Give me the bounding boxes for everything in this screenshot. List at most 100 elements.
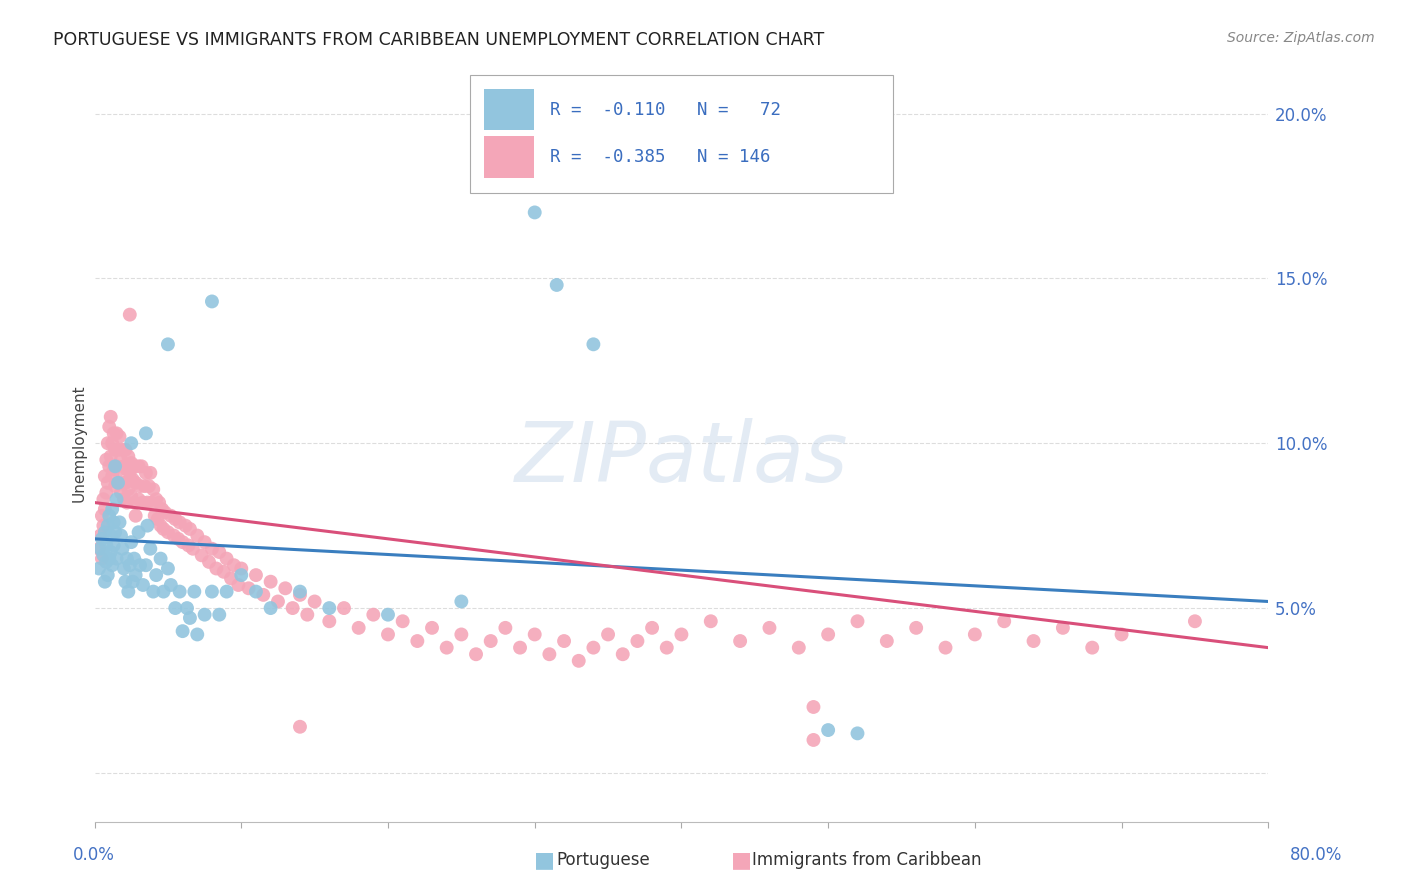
Point — [103, 462, 125, 476]
Point — [112, 459, 135, 474]
Point — [450, 627, 472, 641]
FancyBboxPatch shape — [470, 76, 893, 193]
Point — [238, 582, 260, 596]
Point — [136, 495, 159, 509]
Point — [1052, 621, 1074, 635]
Point — [90, 508, 112, 523]
Point — [259, 601, 281, 615]
Point — [201, 584, 224, 599]
Point — [149, 551, 172, 566]
Point — [494, 621, 516, 635]
Point — [87, 561, 110, 575]
Point — [1081, 640, 1104, 655]
Point — [152, 522, 174, 536]
Point — [129, 479, 152, 493]
Point — [128, 525, 150, 540]
Point — [104, 459, 127, 474]
Point — [89, 541, 111, 556]
Point — [179, 611, 201, 625]
Point — [194, 607, 217, 622]
Point — [89, 528, 111, 542]
Point — [582, 640, 605, 655]
Point — [100, 528, 122, 542]
Point — [134, 479, 156, 493]
Point — [174, 518, 197, 533]
Point — [215, 584, 238, 599]
Point — [993, 614, 1015, 628]
Point — [94, 469, 117, 483]
Point — [110, 452, 132, 467]
Point — [245, 568, 267, 582]
Point — [100, 545, 122, 559]
Point — [98, 508, 121, 523]
Point — [177, 538, 200, 552]
Point — [108, 516, 131, 530]
Point — [98, 459, 121, 474]
Point — [152, 584, 174, 599]
Text: ■: ■ — [534, 850, 555, 870]
Point — [96, 485, 118, 500]
Point — [758, 621, 780, 635]
Point — [523, 627, 546, 641]
Point — [128, 492, 150, 507]
Point — [132, 495, 155, 509]
Point — [94, 502, 117, 516]
Point — [118, 466, 141, 480]
Text: Immigrants from Caribbean: Immigrants from Caribbean — [752, 851, 981, 869]
Point — [297, 607, 319, 622]
Point — [612, 647, 634, 661]
Point — [160, 508, 183, 523]
Point — [121, 574, 143, 589]
Point — [131, 459, 153, 474]
Point — [377, 627, 399, 641]
Point — [100, 409, 122, 424]
Point — [165, 512, 187, 526]
Point — [245, 584, 267, 599]
Point — [377, 607, 399, 622]
Point — [905, 621, 928, 635]
Point — [198, 555, 221, 569]
Text: R =  -0.110   N =   72: R = -0.110 N = 72 — [550, 101, 780, 119]
Point — [391, 614, 413, 628]
Point — [96, 555, 118, 569]
Point — [128, 459, 150, 474]
Point — [436, 640, 458, 655]
Point — [1184, 614, 1206, 628]
Point — [117, 584, 139, 599]
Point — [208, 545, 231, 559]
Point — [288, 588, 311, 602]
Text: R =  -0.385   N = 146: R = -0.385 N = 146 — [550, 148, 770, 166]
Point — [105, 551, 128, 566]
Point — [582, 337, 605, 351]
Point — [304, 594, 326, 608]
Point — [103, 538, 125, 552]
Text: PORTUGUESE VS IMMIGRANTS FROM CARIBBEAN UNEMPLOYMENT CORRELATION CHART: PORTUGUESE VS IMMIGRANTS FROM CARIBBEAN … — [53, 31, 825, 49]
Point — [111, 541, 134, 556]
Point — [231, 568, 253, 582]
Point — [172, 624, 194, 639]
Point — [700, 614, 723, 628]
Point — [1022, 634, 1045, 648]
Point — [97, 436, 120, 450]
Point — [728, 634, 751, 648]
Point — [509, 640, 531, 655]
Point — [107, 475, 129, 490]
Point — [148, 495, 170, 509]
Point — [135, 426, 157, 441]
Point — [110, 528, 132, 542]
Point — [93, 492, 115, 507]
Point — [136, 518, 159, 533]
Point — [97, 518, 120, 533]
Point — [318, 601, 340, 615]
Point — [156, 561, 179, 575]
Point — [1111, 627, 1133, 641]
Point — [104, 479, 127, 493]
Point — [626, 634, 648, 648]
Point — [671, 627, 693, 641]
Point — [420, 621, 443, 635]
Point — [281, 601, 304, 615]
Point — [120, 456, 142, 470]
Point — [538, 647, 561, 661]
Point — [803, 700, 825, 714]
Point — [479, 634, 502, 648]
